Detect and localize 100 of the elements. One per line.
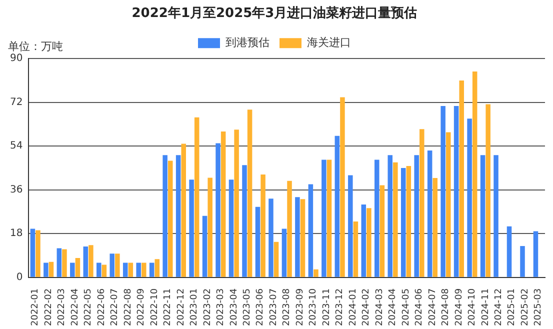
bar [520,246,525,277]
x-tick-label: 2023-02 [202,288,213,326]
bar [102,264,107,277]
bar [208,178,212,277]
x-tick-label: 2024-02 [362,288,372,326]
bar [189,180,194,277]
bar [361,204,366,277]
bar [83,246,88,277]
bar [348,175,353,277]
bar [88,245,94,277]
bar [454,106,459,277]
bar [142,262,146,277]
x-tick-label: 2023-01 [190,288,200,326]
bar [308,184,314,277]
x-tick-label: 2024-05 [401,288,412,326]
x-tick-label: 2025-03 [534,288,544,326]
bar [44,262,48,277]
bar [427,150,432,277]
y-tick-label: 18 [10,228,23,240]
x-tick-label: 2024-12 [494,288,504,326]
bar [181,144,186,277]
bar [300,199,306,277]
x-tick-label: 2022-12 [176,288,186,326]
x-tick-label: 2024-06 [414,288,425,326]
bar [533,231,538,277]
bar [467,118,472,277]
x-tick-label: 2024-07 [428,288,438,326]
bar [48,262,54,277]
bar [242,165,247,277]
bar [480,155,486,277]
bar [234,130,239,277]
bar [414,155,419,277]
bar [228,180,234,277]
x-tick-label: 2024-11 [480,288,491,326]
x-tick-label: 2023-08 [282,288,292,326]
x-tick-label: 2024-09 [454,288,464,326]
bar [202,216,208,277]
legend-label: 海关进口 [307,36,351,49]
x-tick-label: 2024-08 [441,288,452,326]
bar [472,71,478,277]
x-tick-label: 2022-11 [163,288,174,326]
bar [70,262,75,277]
bar [282,228,287,277]
bar [494,155,498,277]
bar [110,254,115,277]
x-tick-label: 2024-10 [468,288,478,326]
bar [446,132,451,277]
x-tick-label: 2022-07 [110,288,120,326]
x-tick-label: 2022-04 [70,288,80,326]
bar [400,168,406,277]
x-tick-label: 2025-02 [520,288,530,326]
bar [486,104,490,277]
x-tick-label: 2022-06 [96,288,107,326]
bar [136,262,141,277]
bar [366,208,372,277]
x-tick-label: 2023-04 [229,288,240,326]
legend-label: 到港预估 [226,36,270,49]
bar [176,155,181,277]
bar [56,248,62,277]
bar [274,242,279,277]
bar [295,197,300,277]
bar [149,262,154,277]
bar [459,80,464,277]
x-tick-label: 2023-12 [335,288,346,326]
bar [326,160,332,277]
bar [506,226,512,277]
bar [340,97,345,277]
bar [260,174,266,277]
bar [314,269,318,277]
x-tick-label: 2022-01 [30,288,41,326]
x-tick-label: 2025-01 [507,288,518,326]
y-tick-label: 36 [10,184,23,196]
bar [393,162,398,277]
y-tick-label: 54 [10,140,23,152]
x-tick-label: 2023-03 [216,288,226,326]
x-tick-label: 2022-10 [150,288,160,326]
bar [255,206,260,277]
x-tick-label: 2023-09 [295,288,306,326]
x-tick-label: 2024-01 [348,288,358,326]
x-tick-label: 2022-08 [123,288,134,326]
x-tick-label: 2022-09 [136,288,147,326]
bar [247,110,252,277]
bar [154,259,160,277]
bar [162,155,168,277]
x-tick-label: 2022-03 [57,288,68,326]
bar [96,262,102,277]
bar [268,198,274,277]
bar [128,262,134,277]
y-tick-label: 90 [10,53,23,64]
bar [30,228,36,277]
bar [322,160,326,277]
bar [287,180,292,277]
bar [380,185,385,277]
x-tick-label: 2023-05 [242,288,252,326]
chart-title: 2022年1月至2025年3月进口油菜籽进口量预估 [132,6,418,22]
bar [432,178,438,277]
bar [194,117,200,277]
bar [406,166,412,277]
x-tick-label: 2024-04 [388,288,398,326]
x-tick-label: 2023-10 [308,288,319,326]
